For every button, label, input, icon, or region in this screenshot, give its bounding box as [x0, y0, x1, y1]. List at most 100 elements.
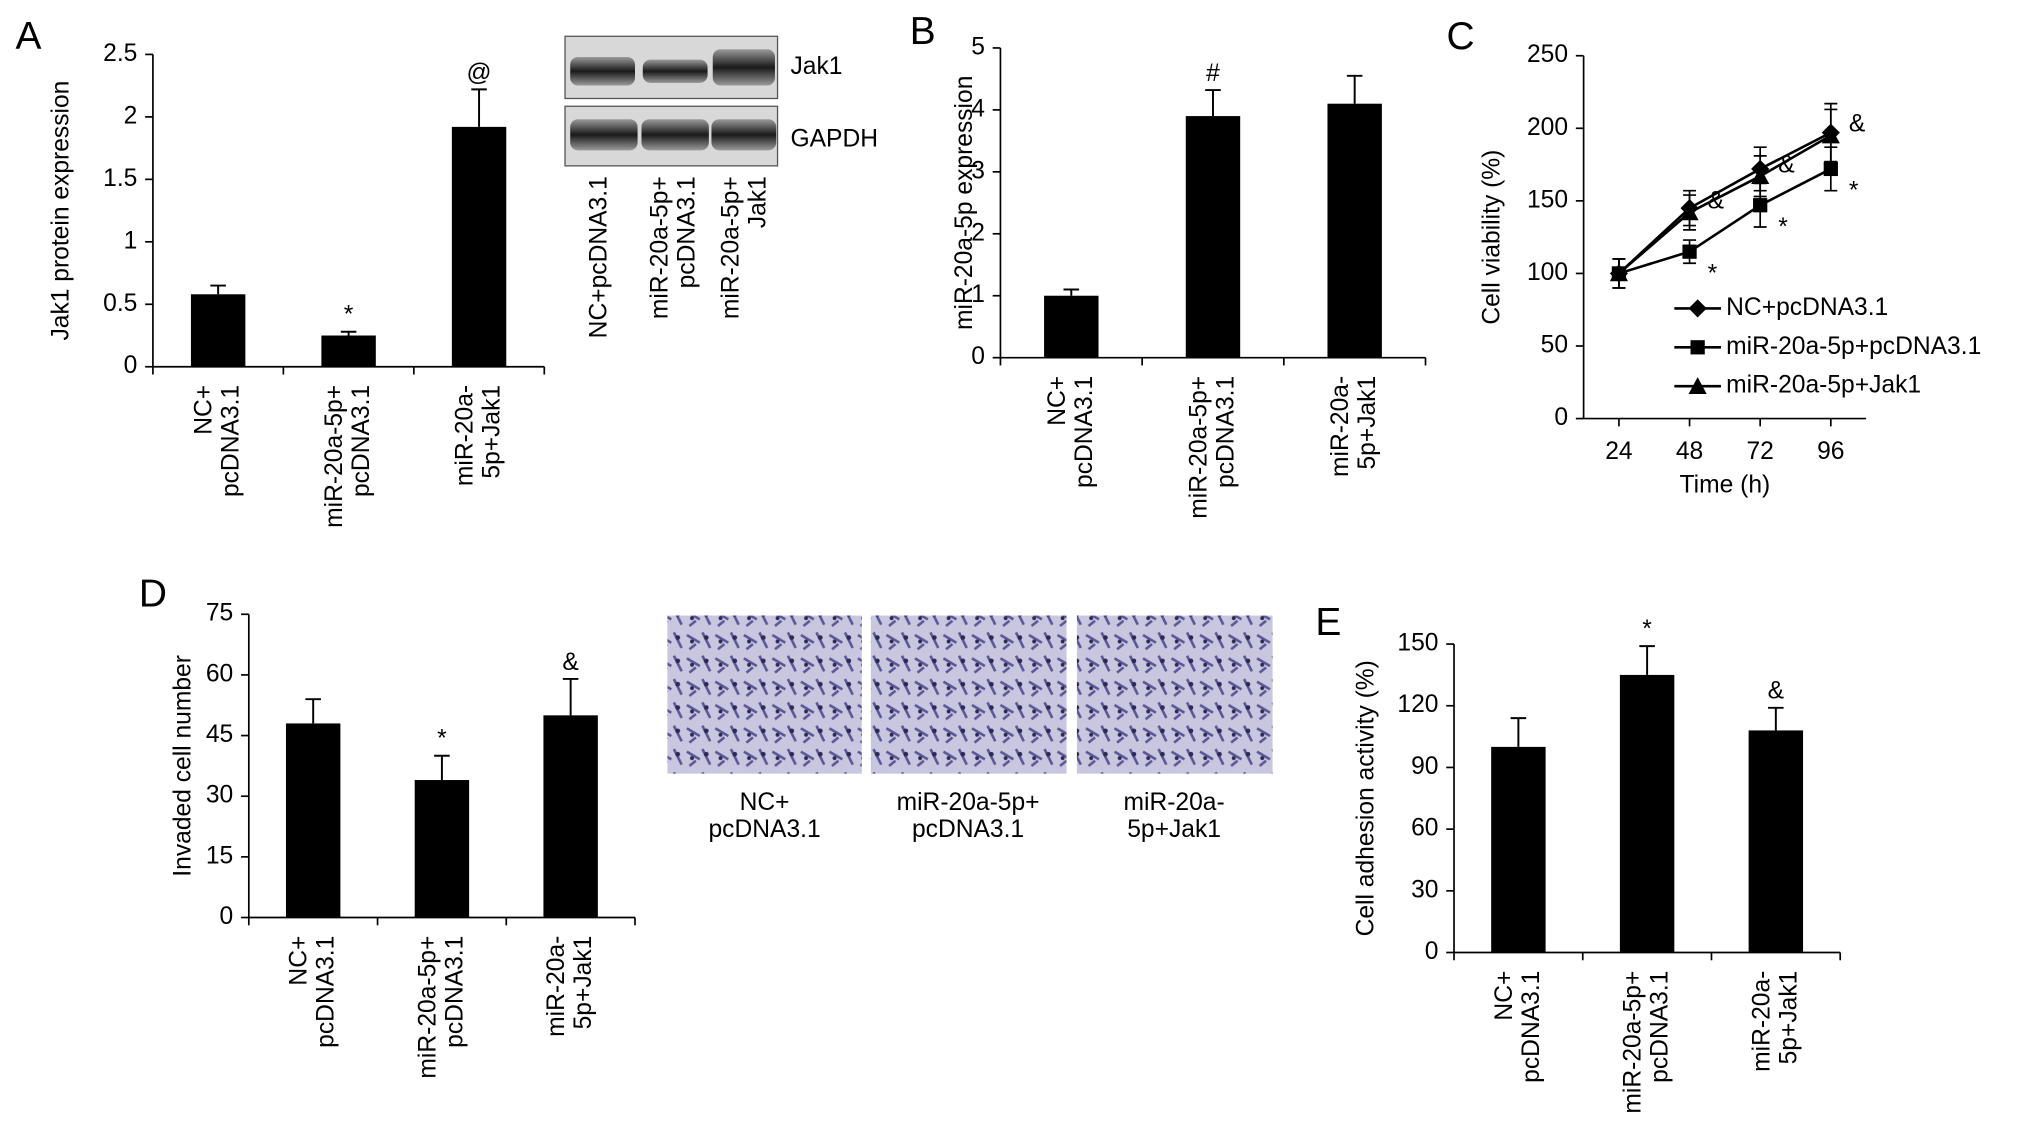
- y-tick-label: 1.5: [103, 165, 137, 192]
- blot-band: [712, 49, 775, 86]
- x-tick-label: miR-20a-5p+pcDNA3.1: [1619, 971, 1673, 1114]
- y-tick-label: 250: [1527, 41, 1568, 68]
- panel-label: A: [16, 15, 42, 58]
- y-tick-label: 30: [206, 782, 233, 809]
- y-axis-label: miR-20a-5p expression: [951, 76, 978, 330]
- y-tick-label: 75: [206, 600, 233, 627]
- panel-label: C: [1446, 15, 1474, 58]
- x-tick-label: miR-20a-5p+pcDNA3.1: [414, 936, 468, 1079]
- y-tick-label: 60: [1411, 815, 1438, 842]
- significance-mark: &: [1708, 188, 1725, 215]
- series-line: [1618, 134, 1832, 275]
- y-tick-label: 60: [206, 660, 233, 687]
- data-point: [1753, 198, 1768, 213]
- blot-band: [570, 57, 635, 86]
- blot-band: [641, 119, 709, 151]
- error-bar: [434, 754, 450, 781]
- error-bar: [1063, 288, 1080, 296]
- error-bar: [340, 330, 357, 336]
- significance-mark: #: [1206, 60, 1220, 87]
- y-axis-label: Cell adhesion activity (%): [1353, 660, 1380, 936]
- x-tick-label: miR-20a-5p+Jak1: [1327, 376, 1381, 477]
- y-tick-label: 0: [220, 903, 234, 930]
- panel-label: E: [1315, 601, 1341, 644]
- x-tick-label: miR-20a-5p+pcDNA3.1: [1185, 376, 1239, 519]
- y-tick-label: 15: [206, 842, 233, 869]
- bar: [1748, 730, 1804, 953]
- y-tick-label: 0: [971, 343, 985, 370]
- y-tick-label: 2: [971, 219, 985, 246]
- x-tick-label: NC+pcDNA3.1: [285, 936, 339, 1048]
- data-point: [1821, 126, 1840, 144]
- panel-label: D: [139, 572, 167, 615]
- y-axis-label: Invaded cell number: [170, 655, 197, 877]
- y-tick-label: 90: [1411, 753, 1438, 780]
- bar: [285, 723, 341, 918]
- panel-label: B: [910, 10, 936, 53]
- significance-mark: *: [344, 302, 354, 329]
- x-tick-label: 72: [1746, 438, 1773, 465]
- y-tick-label: 0.5: [103, 290, 137, 317]
- blot-band: [642, 59, 708, 83]
- significance-mark: *: [1708, 260, 1718, 287]
- bar: [1044, 295, 1099, 358]
- lane-label: miR-20a-5p+pcDNA3.1: [646, 176, 700, 319]
- micrograph-caption: miR-20a-5p+Jak1: [1124, 788, 1225, 842]
- data-point: [1751, 167, 1770, 184]
- blot-band: [570, 119, 638, 151]
- error-bar: [1510, 717, 1527, 747]
- significance-mark: *: [437, 726, 447, 753]
- bar: [414, 780, 470, 918]
- error-bar: [1768, 706, 1784, 731]
- data-point: [1682, 244, 1697, 259]
- y-tick-label: 5: [971, 33, 985, 60]
- x-tick-label: miR-20a-5p+pcDNA3.1: [321, 385, 375, 528]
- data-point: [1680, 203, 1699, 221]
- y-tick-label: 0: [124, 352, 138, 379]
- micrograph: [667, 615, 862, 774]
- error-bar: [562, 677, 579, 716]
- legend-marker: [1688, 299, 1707, 318]
- error-bar: [210, 284, 226, 295]
- x-tick-label: NC+pcDNA3.1: [1490, 971, 1544, 1083]
- legend-label: miR-20a-5p+pcDNA3.1: [1726, 333, 1981, 360]
- legend-label: miR-20a-5p+Jak1: [1726, 372, 1921, 399]
- y-tick-label: 2.5: [103, 40, 137, 67]
- micrograph-caption: NC+ pcDNA3.1: [709, 788, 821, 842]
- y-axis-label: Jak1 protein expression: [48, 81, 75, 341]
- legend-label: NC+pcDNA3.1: [1726, 294, 1888, 321]
- significance-mark: &: [562, 649, 579, 676]
- y-tick-label: 30: [1411, 876, 1438, 903]
- band-label: GAPDH: [791, 125, 879, 152]
- legend-marker: [1690, 340, 1705, 355]
- significance-mark: &: [1849, 111, 1866, 138]
- band-label: Jak1: [791, 53, 843, 80]
- y-tick-label: 1: [124, 227, 138, 254]
- y-tick-label: 200: [1527, 114, 1568, 141]
- y-tick-label: 150: [1527, 186, 1568, 213]
- y-tick-label: 100: [1527, 259, 1568, 286]
- bar: [1619, 674, 1675, 953]
- data-point: [1823, 161, 1838, 177]
- y-tick-label: 120: [1397, 691, 1438, 718]
- bar: [451, 126, 507, 367]
- lane-label: NC+pcDNA3.1: [586, 176, 613, 338]
- legend-marker: [1688, 377, 1707, 394]
- significance-mark: *: [1778, 214, 1788, 241]
- micrograph-caption: miR-20a-5p+ pcDNA3.1: [897, 788, 1040, 842]
- lane-label: miR-20a-5p+Jak1: [717, 176, 771, 319]
- significance-mark: &: [1768, 678, 1785, 705]
- blot-band: [711, 119, 777, 151]
- error-bar: [305, 698, 321, 724]
- y-tick-label: 0: [1554, 404, 1568, 431]
- y-axis-label: Cell viability (%): [1478, 150, 1505, 325]
- x-tick-label: NC+pcDNA3.1: [1043, 376, 1097, 488]
- significance-mark: &: [1778, 151, 1795, 178]
- significance-mark: *: [1849, 178, 1859, 205]
- y-tick-label: 3: [971, 157, 985, 184]
- micrograph: [870, 615, 1067, 774]
- y-tick-label: 50: [1541, 332, 1568, 359]
- western-blot: [564, 35, 779, 167]
- y-tick-label: 45: [206, 721, 233, 748]
